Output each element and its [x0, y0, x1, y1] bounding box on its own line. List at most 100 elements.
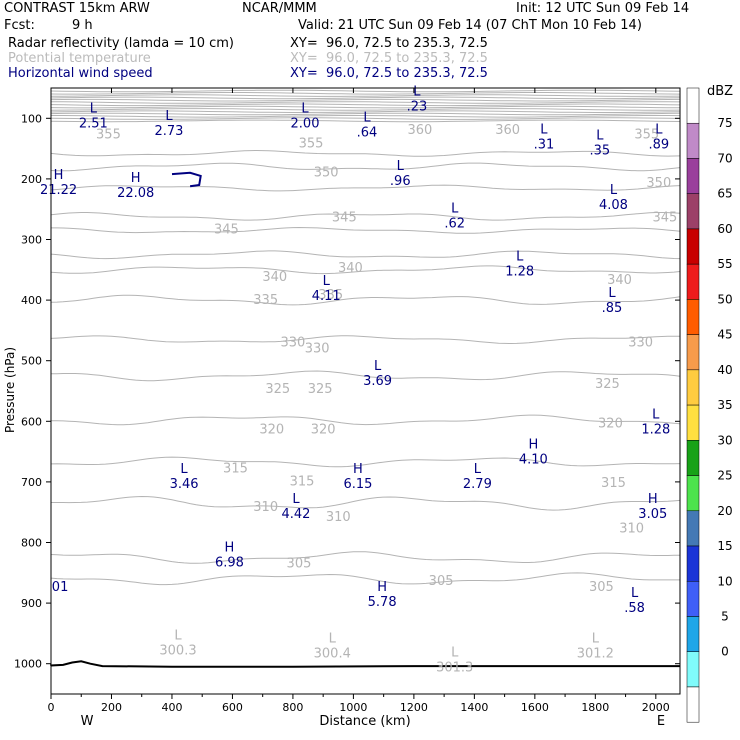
wind-low-marker: L	[90, 101, 98, 116]
wind-speed-value: 3.46	[170, 477, 199, 492]
reflectivity-contour	[171, 171, 202, 188]
y-tick-label: 200	[21, 173, 42, 186]
y-tick-label: 800	[21, 537, 42, 550]
wind-low-marker: L	[451, 201, 459, 216]
wind-speed-value: 2.00	[291, 116, 320, 131]
wind-speed-value: .23	[407, 99, 428, 114]
theta-label: 310	[326, 510, 351, 525]
wind-low-marker: L	[652, 407, 660, 422]
theta-label: 335	[253, 293, 278, 308]
wind-low-marker: L	[180, 462, 188, 477]
colorbar-swatch	[686, 404, 700, 441]
theta-contour	[50, 551, 681, 564]
theta-contour	[50, 250, 681, 260]
wind-high-marker: H	[377, 580, 387, 595]
wind-speed-value: .89	[648, 137, 669, 152]
legend-theta-xy: XY= 96.0, 72.5 to 235.3, 72.5	[290, 51, 488, 66]
theta-contour	[50, 370, 681, 382]
theta-label: 345	[332, 210, 357, 225]
theta-label: 315	[601, 476, 626, 491]
colorbar-level-label: 35	[717, 398, 732, 412]
wind-high-marker: H	[648, 492, 658, 507]
y-tick-label: 600	[21, 415, 42, 428]
theta-contour-upper	[50, 96, 681, 100]
wind-low-marker: L	[474, 462, 482, 477]
x-tick-label: 1400	[460, 701, 488, 714]
theta-label: 310	[619, 521, 644, 536]
wind-speed-value: .31	[534, 137, 555, 152]
wind-speed-value: 3.05	[638, 507, 667, 522]
theta-label: 335	[318, 288, 343, 303]
theta-low-marker: L	[451, 645, 459, 660]
wind-speed-value: 01	[52, 580, 69, 595]
y-tick-label: 900	[21, 597, 42, 610]
wind-speed-value: 22.08	[117, 186, 154, 201]
colorbar-swatch	[686, 158, 700, 194]
colorbar-swatch	[686, 686, 700, 723]
theta-contour	[50, 162, 681, 172]
wind-low-marker: L	[610, 183, 618, 198]
theta-contour	[50, 335, 680, 345]
theta-contour	[50, 294, 681, 306]
valid-time: Valid: 21 UTC Sun 09 Feb 14 (07 ChT Mon …	[298, 18, 642, 33]
x-tick-label: 600	[222, 701, 243, 714]
terrain-line	[50, 660, 680, 668]
colorbar-swatch	[686, 545, 700, 582]
theta-label: 340	[338, 261, 363, 276]
theta-contour	[51, 226, 681, 234]
x-axis-title: Distance (km)	[319, 714, 410, 729]
theta-contour	[51, 495, 681, 511]
wind-speed-value: .64	[357, 125, 378, 140]
wind-speed-value: .96	[390, 174, 411, 189]
theta-contours: 355 355 355 360 360 350 350 345 345 345 340 340 340 3…	[50, 89, 681, 675]
colorbar-swatch	[686, 228, 700, 265]
init-time: Init: 12 UTC Sun 09 Feb 14	[516, 1, 690, 16]
colorbar-swatch	[686, 581, 700, 617]
wind-low-marker: L	[596, 129, 604, 144]
y-tick-label: 300	[21, 234, 42, 247]
theta-label: 325	[308, 382, 333, 397]
theta-contour	[50, 212, 681, 221]
legend-wind-name: Horizontal wind speed	[8, 66, 153, 81]
x-tick-label: 2000	[642, 701, 670, 714]
theta-label: 305	[287, 556, 312, 571]
colorbar-level-label: 75	[717, 116, 732, 130]
theta-label: 355	[299, 137, 324, 152]
colorbar-level-label: 40	[717, 363, 732, 377]
theta-label: 320	[598, 417, 623, 432]
theta-contour	[50, 572, 680, 586]
colorbar-swatch	[686, 193, 700, 230]
legend-reflectivity-xy: XY= 96.0, 72.5 to 235.3, 72.5	[290, 36, 488, 51]
model-title: CONTRAST 15km ARW	[4, 1, 150, 16]
wind-speed-value: 4.11	[312, 289, 341, 304]
theta-contour-upper	[51, 115, 681, 118]
colorbar-swatch	[686, 263, 700, 300]
colorbar-swatch	[686, 510, 700, 547]
y-tick-label: 400	[21, 294, 42, 307]
colorbar-swatch	[686, 299, 700, 335]
wind-speed-value: 1.28	[505, 265, 534, 280]
legend-reflectivity-name: Radar reflectivity (lamda = 10 cm)	[8, 36, 234, 51]
wind-speed-value: 3.69	[363, 374, 392, 389]
theta-label: 315	[290, 475, 315, 490]
colorbar-swatch	[686, 475, 700, 512]
wind-low-marker: L	[323, 274, 331, 289]
wind-low-marker: L	[516, 250, 524, 265]
wind-speed-value: 4.42	[281, 507, 310, 522]
fcst-value: 9 h	[72, 18, 93, 33]
wind-high-marker: H	[131, 171, 141, 186]
y-tick-label: 100	[21, 112, 42, 125]
wind-speed-value: 6.15	[343, 477, 372, 492]
wind-speed-value: .35	[590, 144, 611, 159]
theta-label: 355	[96, 127, 121, 142]
y-tick-label: 1000	[14, 658, 42, 671]
wind-low-marker: L	[631, 586, 639, 601]
colorbar-swatch	[686, 334, 700, 371]
x-left-label: W	[81, 714, 94, 729]
theta-label: 345	[214, 223, 239, 238]
y-tick-label: 700	[21, 476, 42, 489]
theta-label: 360	[495, 123, 520, 138]
colorbar-level-label: 55	[717, 257, 732, 271]
wind-speed-value: 2.79	[463, 477, 492, 492]
